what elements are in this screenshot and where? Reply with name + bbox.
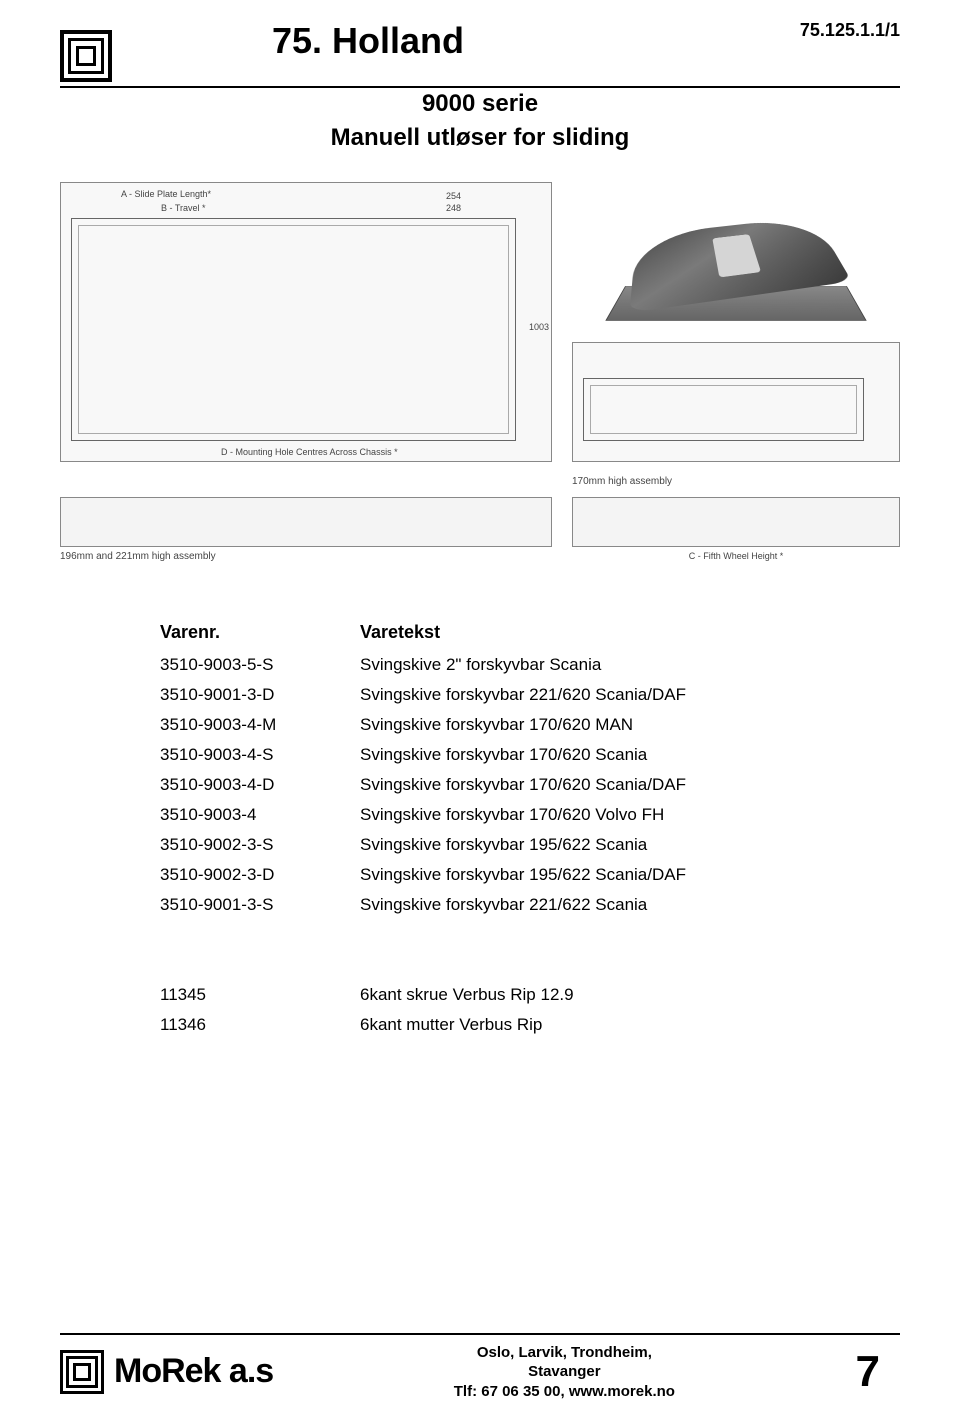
table-row: 3510-9003-4-SSvingskive forskyvbar 170/6… bbox=[160, 745, 900, 765]
table-row: 3510-9002-3-SSvingskive forskyvbar 195/6… bbox=[160, 835, 900, 855]
tech-drawing-side-170 bbox=[572, 342, 900, 462]
footer-line3: Tlf: 67 06 35 00, www.morek.no bbox=[454, 1382, 675, 1402]
main-title: 75. Holland bbox=[272, 20, 464, 62]
part-description: 6kant mutter Verbus Rip bbox=[360, 1015, 900, 1035]
footer-line1: Oslo, Larvik, Trondheim, bbox=[454, 1343, 675, 1363]
diagram-label-1003: 1003 bbox=[529, 322, 549, 332]
lower-left: 196mm and 221mm high assembly bbox=[60, 497, 552, 562]
product-photo bbox=[572, 182, 900, 332]
title-block: 75. Holland bbox=[272, 20, 464, 62]
part-description: Svingskive forskyvbar 195/622 Scania bbox=[360, 835, 900, 855]
diagram-label-c: C - Fifth Wheel Height * bbox=[572, 551, 900, 561]
part-description: Svingskive 2" forskyvbar Scania bbox=[360, 655, 900, 675]
part-description: Svingskive forskyvbar 170/620 Scania bbox=[360, 745, 900, 765]
tech-drawing-profile-196 bbox=[60, 497, 552, 547]
diagram-label-d: D - Mounting Hole Centres Across Chassis… bbox=[221, 447, 398, 457]
page-code: 75.125.1.1/1 bbox=[800, 20, 900, 41]
part-number: 11345 bbox=[160, 985, 360, 1005]
part-description: Svingskive forskyvbar 221/622 Scania bbox=[360, 895, 900, 915]
lower-right: C - Fifth Wheel Height * bbox=[572, 497, 900, 562]
header-row: 75. Holland 75.125.1.1/1 bbox=[60, 20, 900, 82]
part-number: 3510-9003-4-M bbox=[160, 715, 360, 735]
table-header-col2: Varetekst bbox=[360, 622, 900, 643]
part-number: 3510-9001-3-S bbox=[160, 895, 360, 915]
diagram-label-b: B - Travel * bbox=[161, 203, 206, 213]
diagram-label-254: 254 bbox=[446, 191, 461, 201]
part-number: 3510-9003-4 bbox=[160, 805, 360, 825]
part-number: 3510-9002-3-S bbox=[160, 835, 360, 855]
part-number: 3510-9003-4-D bbox=[160, 775, 360, 795]
parts-table: Varenr. Varetekst 3510-9003-5-SSvingskiv… bbox=[160, 622, 900, 915]
table-row: 3510-9003-4-MSvingskive forskyvbar 170/6… bbox=[160, 715, 900, 735]
table-row: 113466kant mutter Verbus Rip bbox=[160, 1015, 900, 1035]
extra-parts-block: 113456kant skrue Verbus Rip 12.9113466ka… bbox=[160, 985, 900, 1035]
footer-logo-icon bbox=[60, 1350, 104, 1394]
diagram-left: A - Slide Plate Length* B - Travel * 254… bbox=[60, 182, 552, 487]
footer-logo-group: MoRek a.s bbox=[60, 1350, 273, 1394]
table-row: 3510-9001-3-DSvingskive forskyvbar 221/6… bbox=[160, 685, 900, 705]
table-row: 3510-9003-5-SSvingskive 2" forskyvbar Sc… bbox=[160, 655, 900, 675]
tech-drawing-profile-c bbox=[572, 497, 900, 547]
part-number: 3510-9003-4-S bbox=[160, 745, 360, 765]
part-description: Svingskive forskyvbar 170/620 Scania/DAF bbox=[360, 775, 900, 795]
table-header: Varenr. Varetekst bbox=[160, 622, 900, 643]
part-number: 11346 bbox=[160, 1015, 360, 1035]
part-description: Svingskive forskyvbar 170/620 Volvo FH bbox=[360, 805, 900, 825]
part-description: 6kant skrue Verbus Rip 12.9 bbox=[360, 985, 900, 1005]
footer-line2: Stavanger bbox=[454, 1362, 675, 1382]
table-row: 3510-9002-3-DSvingskive forskyvbar 195/6… bbox=[160, 865, 900, 885]
footer-rule bbox=[60, 1333, 900, 1335]
part-number: 3510-9003-5-S bbox=[160, 655, 360, 675]
table-row: 3510-9001-3-SSvingskive forskyvbar 221/6… bbox=[160, 895, 900, 915]
part-number: 3510-9002-3-D bbox=[160, 865, 360, 885]
table-row: 113456kant skrue Verbus Rip 12.9 bbox=[160, 985, 900, 1005]
part-description: Svingskive forskyvbar 195/622 Scania/DAF bbox=[360, 865, 900, 885]
diagram-label-a: A - Slide Plate Length* bbox=[121, 189, 211, 199]
footer-brand: MoRek a.s bbox=[114, 1352, 273, 1391]
table-header-col1: Varenr. bbox=[160, 622, 360, 643]
logo-icon bbox=[60, 30, 112, 82]
diagram-label-170: 170mm high assembly bbox=[572, 476, 900, 487]
footer-address: Oslo, Larvik, Trondheim, Stavanger Tlf: … bbox=[454, 1343, 675, 1402]
part-number: 3510-9001-3-D bbox=[160, 685, 360, 705]
table-row: 3510-9003-4-DSvingskive forskyvbar 170/6… bbox=[160, 775, 900, 795]
diagram-label-248: 248 bbox=[446, 203, 461, 213]
footer-page-number: 7 bbox=[856, 1347, 900, 1397]
part-description: Svingskive forskyvbar 170/620 MAN bbox=[360, 715, 900, 735]
diagram-label-196: 196mm and 221mm high assembly bbox=[60, 551, 552, 562]
tech-drawing-top-view: A - Slide Plate Length* B - Travel * 254… bbox=[60, 182, 552, 462]
subtitle-series: 9000 serie bbox=[60, 90, 900, 118]
subtitle-block: 9000 serie Manuell utløser for sliding bbox=[60, 90, 900, 152]
diagram-right: 170mm high assembly bbox=[572, 182, 900, 487]
part-description: Svingskive forskyvbar 221/620 Scania/DAF bbox=[360, 685, 900, 705]
subtitle-desc: Manuell utløser for sliding bbox=[60, 124, 900, 152]
table-row: 3510-9003-4Svingskive forskyvbar 170/620… bbox=[160, 805, 900, 825]
header-rule bbox=[60, 86, 900, 88]
footer: MoRek a.s Oslo, Larvik, Trondheim, Stava… bbox=[60, 1333, 900, 1402]
lower-diagram-row: 196mm and 221mm high assembly C - Fifth … bbox=[60, 497, 900, 562]
diagram-area: A - Slide Plate Length* B - Travel * 254… bbox=[60, 182, 900, 487]
